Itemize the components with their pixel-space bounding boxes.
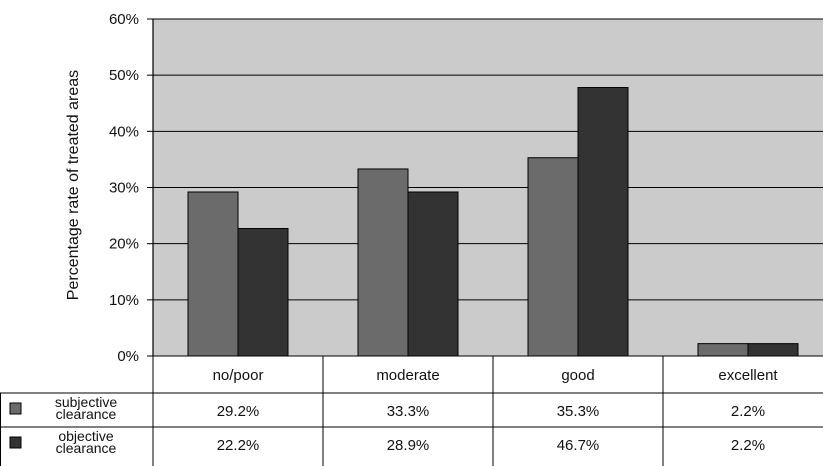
data-label: 46.7%: [557, 437, 600, 454]
bar-objective-2: [577, 87, 629, 357]
y-tick-label: 30%: [109, 180, 139, 197]
y-axis-label: Percentage rate of treated areas: [65, 70, 82, 300]
bar-objective-1: [407, 191, 459, 357]
legend-label: objective: [58, 428, 113, 444]
data-label: 33.3%: [387, 403, 430, 420]
y-tick-label: 0%: [117, 348, 139, 365]
data-label: 29.2%: [217, 403, 260, 420]
bar-subjective-1: [357, 168, 409, 357]
data-label: 22.2%: [217, 437, 260, 454]
data-label: 28.9%: [387, 437, 430, 454]
category-label: excellent: [718, 367, 778, 384]
y-tick-label: 60%: [109, 11, 139, 28]
legend-swatch-objective: [9, 436, 22, 449]
bar-objective-3: [747, 343, 799, 357]
y-tick-label: 20%: [109, 236, 139, 253]
category-label: moderate: [376, 367, 439, 384]
bar-subjective-2: [527, 157, 579, 357]
data-label: 35.3%: [557, 403, 600, 420]
legend-label: clearance: [56, 440, 117, 456]
y-tick-label: 40%: [109, 123, 139, 140]
data-label: 2.2%: [731, 403, 765, 420]
legend-swatch-subjective: [9, 402, 22, 415]
y-tick-label: 50%: [109, 67, 139, 84]
category-label: good: [561, 367, 594, 384]
y-tick-label: 10%: [109, 292, 139, 309]
bar-subjective-0: [187, 191, 239, 357]
bar-subjective-3: [697, 343, 749, 357]
data-label: 2.2%: [731, 437, 765, 454]
category-label: no/poor: [213, 367, 264, 384]
legend-label: subjective: [55, 394, 117, 410]
bar-objective-0: [237, 228, 289, 357]
legend-label: clearance: [56, 406, 117, 422]
